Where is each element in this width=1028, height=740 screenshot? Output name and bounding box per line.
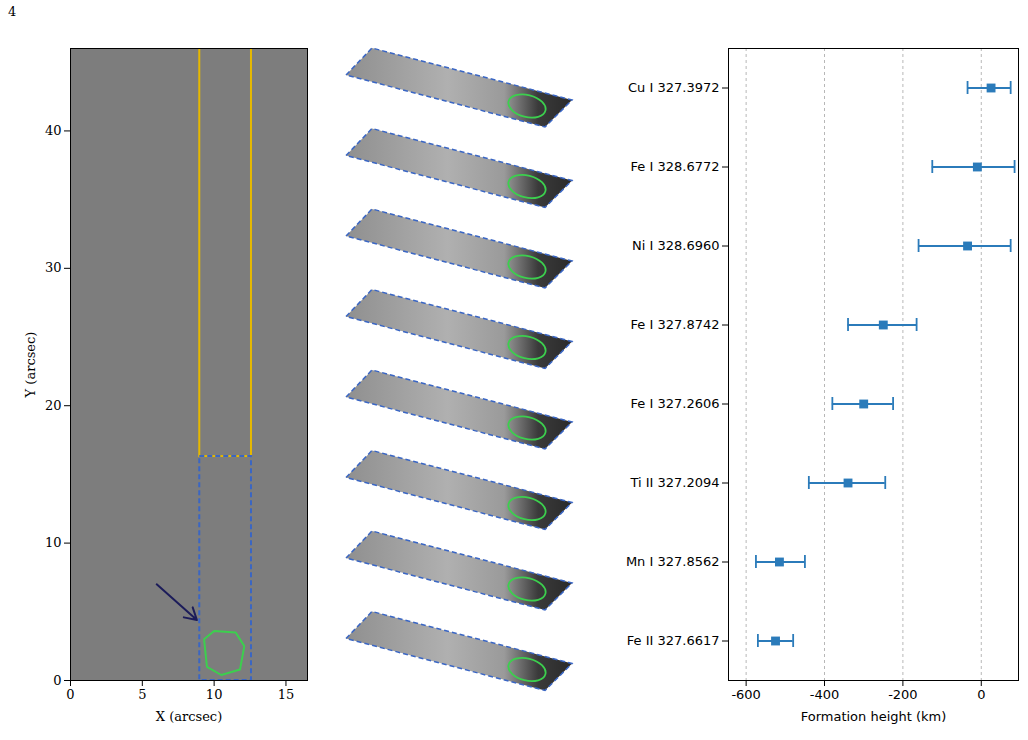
svg-text:20: 20	[45, 398, 62, 413]
svg-text:Fe II 327.6617: Fe II 327.6617	[627, 633, 720, 648]
svg-text:30: 30	[45, 260, 62, 275]
svg-text:Y (arcsec): Y (arcsec)	[23, 332, 38, 399]
svg-text:Fe I 328.6772: Fe I 328.6772	[631, 159, 720, 174]
svg-text:Mn I 327.8562: Mn I 327.8562	[626, 554, 720, 569]
svg-text:5: 5	[138, 687, 146, 702]
svg-text:Fe I 327.8742: Fe I 327.8742	[631, 317, 720, 332]
svg-text:40: 40	[45, 123, 62, 138]
svg-text:-400: -400	[810, 687, 840, 702]
svg-text:X (arcsec): X (arcsec)	[156, 709, 222, 724]
svg-text:Cu I 327.3972: Cu I 327.3972	[628, 80, 719, 95]
svg-text:0: 0	[66, 687, 74, 702]
svg-text:-200: -200	[888, 687, 918, 702]
svg-text:-600: -600	[731, 687, 761, 702]
svg-text:Formation height (km): Formation height (km)	[801, 709, 947, 724]
svg-text:Fe I 327.2606: Fe I 327.2606	[631, 396, 720, 411]
svg-text:0: 0	[977, 687, 985, 702]
svg-text:10: 10	[45, 535, 62, 550]
svg-text:Ti II 327.2094: Ti II 327.2094	[629, 475, 719, 490]
svg-text:10: 10	[206, 687, 223, 702]
svg-text:Ni I 328.6960: Ni I 328.6960	[632, 238, 719, 253]
svg-text:15: 15	[278, 687, 295, 702]
svg-text:0: 0	[53, 673, 61, 688]
html-text:4: 4	[8, 4, 17, 19]
